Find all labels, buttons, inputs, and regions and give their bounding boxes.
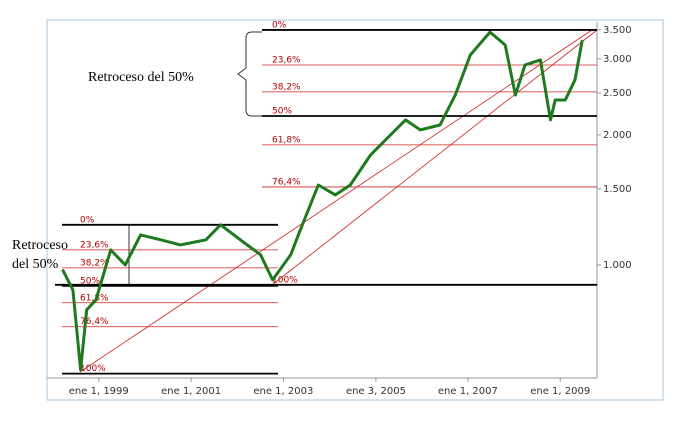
bracket bbox=[237, 31, 262, 117]
trend-line bbox=[271, 29, 598, 286]
x-tick-label: ene 1, 2001 bbox=[161, 386, 221, 397]
y-tick-label: 2.500 bbox=[603, 88, 632, 99]
retracement-label: 38,2% bbox=[80, 258, 109, 268]
chart-frame bbox=[46, 19, 664, 401]
retracement-label: 23,6% bbox=[80, 240, 109, 250]
retracement-label: 50% bbox=[272, 106, 292, 116]
retracement-label: 38,2% bbox=[272, 82, 301, 92]
y-tick-label: 3.500 bbox=[603, 25, 632, 36]
retracement-label: 76,4% bbox=[272, 177, 301, 187]
retracement-label: 50% bbox=[80, 276, 100, 286]
y-tick-label: 1.500 bbox=[603, 184, 632, 195]
y-tick-label: 2.000 bbox=[603, 130, 632, 141]
annotation: Retroceso bbox=[12, 238, 68, 253]
x-tick-label: ene 1, 2009 bbox=[530, 386, 590, 397]
retracement-label: 76,4% bbox=[80, 317, 109, 327]
price-line bbox=[61, 30, 584, 372]
retracement-label: 0% bbox=[80, 215, 95, 225]
annotation: Retroceso del 50% bbox=[88, 70, 194, 85]
retracement-label: 23,6% bbox=[272, 55, 301, 65]
retracement-label: 100% bbox=[80, 364, 106, 374]
retracement-label: 0% bbox=[272, 20, 287, 30]
x-tick-label: ene 1, 2007 bbox=[438, 386, 498, 397]
trend-line bbox=[79, 29, 593, 373]
y-tick-label: 3.000 bbox=[603, 54, 632, 65]
y-tick-label: 1.000 bbox=[603, 260, 632, 271]
retracement-label: 61,8% bbox=[272, 135, 301, 145]
x-tick-label: ene 1, 2003 bbox=[253, 386, 313, 397]
x-tick-label: ene 3, 2005 bbox=[346, 386, 406, 397]
retracement-label: 100% bbox=[272, 275, 298, 285]
retracement-label: 61,8% bbox=[80, 293, 109, 303]
annotation: del 50% bbox=[12, 257, 59, 272]
x-tick-label: ene 1, 1999 bbox=[69, 386, 129, 397]
